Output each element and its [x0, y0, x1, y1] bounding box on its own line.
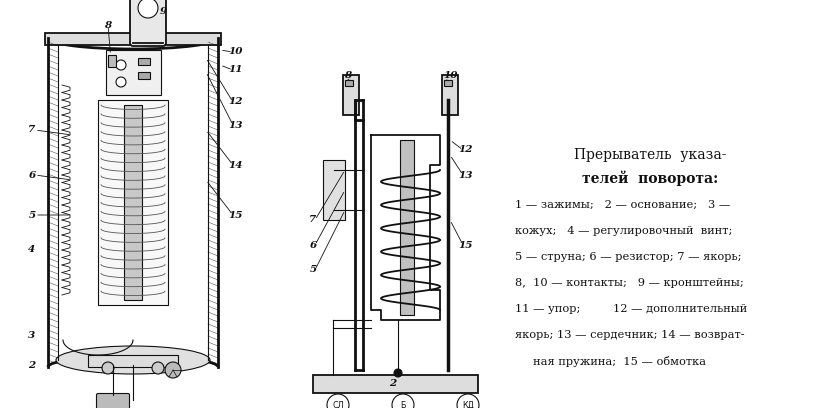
Text: 8,  10 — контакты;   9 — кронштейны;: 8, 10 — контакты; 9 — кронштейны; — [515, 278, 744, 288]
Circle shape — [327, 394, 349, 408]
Text: КД: КД — [462, 401, 474, 408]
Bar — [400, 140, 414, 315]
Bar — [345, 80, 353, 86]
Bar — [98, 100, 168, 305]
Text: 5: 5 — [309, 266, 317, 275]
Bar — [45, 33, 221, 45]
Text: 1 — зажимы;   2 — основание;   3 —: 1 — зажимы; 2 — основание; 3 — — [515, 200, 730, 210]
Text: 13: 13 — [459, 171, 473, 180]
Text: телей  поворота:: телей поворота: — [582, 170, 718, 186]
Text: 14: 14 — [229, 160, 243, 169]
Circle shape — [394, 369, 402, 377]
Text: 9: 9 — [160, 7, 167, 16]
Ellipse shape — [56, 346, 210, 374]
Text: 4: 4 — [28, 246, 36, 255]
Text: 3: 3 — [28, 330, 36, 339]
Text: кожух;   4 — регулировочный  винт;: кожух; 4 — регулировочный винт; — [515, 226, 732, 236]
Text: 12: 12 — [459, 146, 473, 155]
Bar — [88, 355, 178, 367]
Text: 15: 15 — [459, 240, 473, 250]
Text: 15: 15 — [229, 211, 243, 220]
Circle shape — [392, 394, 414, 408]
Text: 10: 10 — [229, 47, 243, 56]
Circle shape — [152, 362, 164, 374]
FancyBboxPatch shape — [130, 0, 166, 46]
Text: 2: 2 — [390, 379, 396, 388]
Text: якорь; 13 — сердечник; 14 — возврат-: якорь; 13 — сердечник; 14 — возврат- — [515, 330, 745, 340]
Bar — [106, 50, 160, 95]
Text: 5: 5 — [28, 211, 36, 220]
Bar — [442, 75, 458, 115]
Circle shape — [116, 60, 126, 70]
Text: ная пружина;  15 — обмотка: ная пружина; 15 — обмотка — [515, 356, 706, 367]
FancyBboxPatch shape — [96, 393, 130, 408]
Text: 2: 2 — [28, 361, 36, 370]
Text: 6: 6 — [309, 240, 317, 250]
Text: Б: Б — [401, 401, 406, 408]
Bar — [343, 75, 359, 115]
Text: 11 — упор;         12 — дополнительный: 11 — упор; 12 — дополнительный — [515, 304, 747, 314]
Text: 8: 8 — [344, 71, 352, 80]
Text: СЛ: СЛ — [332, 401, 344, 408]
Bar — [313, 375, 478, 393]
Bar — [108, 55, 116, 67]
Text: 6: 6 — [28, 171, 36, 180]
Text: 12: 12 — [229, 98, 243, 106]
Bar — [124, 105, 142, 300]
Bar — [444, 80, 452, 86]
Text: 11: 11 — [229, 66, 243, 75]
Circle shape — [102, 362, 114, 374]
Text: 5 — струна; 6 — резистор; 7 — якорь;: 5 — струна; 6 — резистор; 7 — якорь; — [515, 252, 741, 262]
Text: 7: 7 — [28, 126, 36, 135]
Text: 8: 8 — [105, 20, 111, 29]
Bar — [138, 58, 150, 65]
Bar — [138, 72, 150, 79]
Text: Прерыватель  указа-: Прерыватель указа- — [573, 148, 726, 162]
Text: 7: 7 — [309, 215, 317, 224]
Text: 10: 10 — [444, 71, 458, 80]
Text: 13: 13 — [229, 120, 243, 129]
Circle shape — [138, 0, 158, 18]
Circle shape — [116, 77, 126, 87]
Bar — [323, 160, 345, 220]
Circle shape — [457, 394, 479, 408]
Circle shape — [165, 362, 181, 378]
